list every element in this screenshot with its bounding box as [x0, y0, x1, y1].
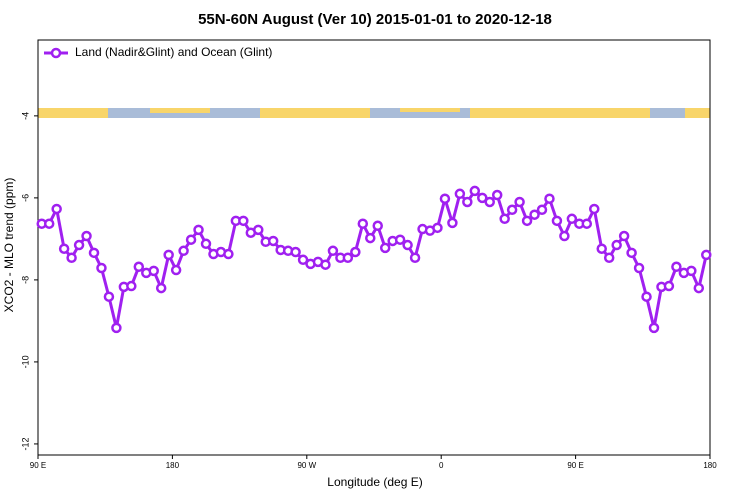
data-point	[290, 246, 301, 258]
data-point	[148, 265, 159, 277]
data-point	[447, 217, 458, 229]
chart-title: 55N-60N August (Ver 10) 2015-01-01 to 20…	[198, 11, 552, 28]
data-point	[477, 192, 488, 204]
data-point	[111, 322, 122, 334]
data-point	[402, 239, 413, 251]
y-tick-label: -8	[20, 276, 30, 284]
data-point	[506, 204, 518, 216]
data-point	[618, 230, 630, 242]
y-axis-label: XCO2 - MLO trend (ppm)	[2, 178, 16, 313]
data-point	[529, 209, 540, 220]
data-point	[626, 247, 637, 259]
data-point	[611, 239, 622, 251]
data-point	[521, 215, 533, 227]
data-point	[663, 280, 675, 292]
data-point	[544, 193, 555, 204]
data-point	[633, 262, 645, 274]
x-tick-label: 90 E	[567, 461, 583, 470]
plot-frame	[37, 39, 711, 456]
data-point	[536, 204, 548, 216]
x-axis-label: Longitude (deg E)	[327, 475, 422, 489]
y-tick-label: -6	[20, 194, 30, 202]
data-point	[297, 254, 309, 266]
data-point	[193, 224, 204, 236]
data-point	[566, 213, 578, 225]
data-point	[223, 248, 234, 260]
data-point	[559, 230, 570, 242]
data-point	[88, 247, 100, 259]
data-point	[357, 218, 369, 229]
x-tick-label: 90 W	[297, 461, 316, 470]
data-point	[51, 203, 62, 215]
data-point	[365, 232, 376, 244]
data-point	[514, 196, 525, 208]
data-point	[701, 249, 712, 261]
data-point	[394, 234, 406, 245]
data-point	[454, 188, 466, 200]
data-point	[96, 262, 107, 274]
data-point	[432, 222, 443, 234]
data-point	[372, 220, 383, 232]
data-point	[81, 230, 92, 242]
data-point	[327, 245, 339, 257]
data-point	[253, 224, 264, 236]
data-point	[641, 291, 652, 302]
data-point	[648, 322, 660, 334]
data-point	[43, 218, 55, 229]
y-tick-label: -12	[20, 437, 30, 450]
data-point	[350, 246, 361, 258]
data-point	[126, 280, 137, 292]
x-tick-label: 0	[439, 461, 444, 470]
data-point	[671, 261, 682, 273]
data-point	[133, 261, 145, 273]
data-point	[484, 196, 495, 208]
data-point	[693, 282, 705, 294]
data-point	[596, 243, 607, 254]
data-point	[342, 252, 354, 264]
y-tick-label: -4	[20, 112, 30, 120]
legend-marker	[50, 47, 62, 59]
data-point	[178, 245, 189, 257]
x-tick-label: 180	[166, 461, 180, 470]
data-point	[200, 238, 212, 250]
y-tick-label: -10	[20, 355, 30, 368]
data-point	[686, 265, 697, 277]
data-point	[73, 239, 85, 251]
data-point	[409, 252, 421, 264]
data-point	[491, 189, 503, 201]
data-point	[103, 291, 115, 302]
data-point	[499, 213, 510, 225]
data-point	[469, 185, 481, 197]
data-point	[238, 215, 249, 227]
data-point	[581, 218, 593, 229]
x-tick-label: 180	[703, 461, 717, 470]
data-point	[170, 264, 182, 276]
data-point	[551, 215, 563, 227]
legend-label: Land (Nadir&Glint) and Ocean (Glint)	[75, 45, 272, 59]
data-point	[320, 259, 331, 270]
data-point	[462, 196, 473, 208]
data-point	[185, 234, 197, 245]
data-point	[267, 235, 279, 247]
data-point	[66, 252, 77, 264]
x-tick-label: 90 E	[30, 461, 46, 470]
data-point	[163, 249, 174, 261]
data-point	[379, 242, 391, 254]
data-point	[58, 243, 70, 254]
data-point	[603, 252, 615, 264]
data-point	[439, 193, 451, 204]
data-point	[155, 282, 167, 294]
map-strip	[38, 108, 710, 118]
data-point	[589, 203, 600, 215]
